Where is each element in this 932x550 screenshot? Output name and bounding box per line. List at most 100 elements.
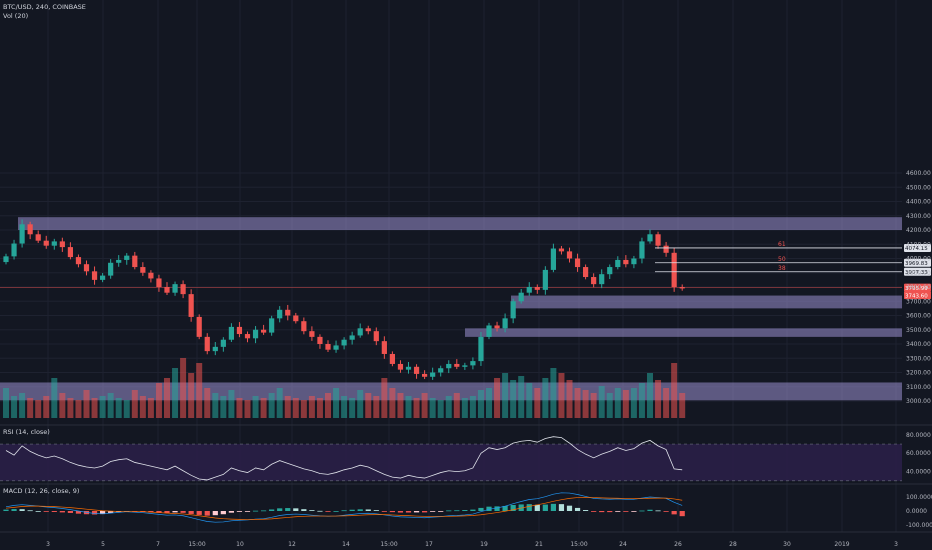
- volume-bar: [333, 388, 340, 418]
- volume-bar: [155, 383, 162, 418]
- macd-histogram-bar: [486, 506, 492, 511]
- axes: 4600.00 4500.00 4400.00 4300.00 4200.00 4100.…: [0, 170, 932, 548]
- y-tick-label: 3700.00: [906, 298, 931, 305]
- candle-body: [574, 258, 581, 268]
- candle-body: [494, 325, 500, 329]
- candle-body: [583, 267, 589, 278]
- x-tick-label: 3: [894, 541, 898, 548]
- macd-histogram-bar: [615, 511, 621, 512]
- macd-histogram-bar: [405, 511, 412, 513]
- candle-body: [510, 301, 516, 319]
- volume-bar: [91, 398, 98, 418]
- candle-body: [639, 241, 645, 259]
- volume-bar: [494, 378, 501, 418]
- x-tick-label: 30: [783, 541, 791, 548]
- volume-bar: [276, 388, 283, 418]
- candle-body: [59, 241, 65, 248]
- volume-bar: [164, 378, 170, 418]
- candle-body: [655, 234, 661, 246]
- volume-bar: [421, 393, 428, 418]
- macd-histogram-bar: [671, 511, 677, 515]
- volume-bar: [67, 398, 74, 418]
- candle-body: [389, 353, 395, 364]
- macd-line: [5, 492, 683, 523]
- volume-bar: [357, 390, 364, 418]
- macd-histogram-bar: [277, 508, 283, 511]
- x-tick-label: 3: [46, 541, 50, 548]
- volume-bar: [598, 386, 605, 418]
- candle-body: [108, 262, 114, 276]
- macd-histogram-bar: [413, 511, 420, 513]
- x-tick-label: 5: [101, 541, 105, 548]
- volume-bar: [405, 396, 412, 418]
- macd-histogram-bar: [446, 510, 452, 512]
- macd-histogram-bar: [301, 509, 307, 511]
- candles[interactable]: [3, 219, 685, 380]
- candle-body: [422, 373, 428, 377]
- x-tick-label: 7: [156, 541, 160, 548]
- macd-histogram-bar: [599, 511, 605, 513]
- macd-histogram-bar: [236, 511, 243, 512]
- volume-bar: [445, 396, 452, 418]
- macd-histogram-bar: [27, 510, 33, 512]
- candle-body: [534, 287, 540, 290]
- volume-bar: [437, 400, 444, 418]
- candle-body: [301, 321, 307, 332]
- x-tick-label: 15:00: [188, 541, 205, 548]
- macd-histogram-bar: [574, 507, 581, 511]
- volume-bar: [582, 390, 589, 418]
- macd-histogram-bar: [478, 507, 484, 511]
- candle-body: [35, 234, 41, 241]
- volume-bar: [139, 396, 146, 418]
- volume-bar: [188, 373, 195, 418]
- volume-bar: [284, 396, 291, 418]
- macd-histogram-bar: [309, 510, 315, 511]
- rsi-panel: [0, 436, 902, 482]
- volume-bar: [3, 388, 9, 418]
- macd-histogram-bar: [51, 511, 57, 512]
- macd-histogram-bar: [228, 511, 234, 513]
- candle-body: [591, 277, 597, 285]
- macd-histogram-bar: [43, 511, 49, 512]
- macd-histogram-bar: [357, 509, 363, 511]
- candle-body: [148, 272, 154, 279]
- candle-body: [132, 255, 138, 268]
- x-tick-label: 26: [674, 541, 682, 548]
- candle-body: [285, 309, 291, 316]
- candle-body: [309, 331, 315, 337]
- volume-bar: [51, 378, 58, 418]
- candle-body: [325, 344, 331, 350]
- volume-bar: [308, 396, 315, 418]
- volume-bar: [679, 393, 686, 418]
- macd-histogram-bar: [196, 511, 202, 515]
- candle-body: [317, 336, 323, 344]
- macd-histogram-bar: [164, 511, 170, 514]
- macd-histogram-bar: [11, 509, 17, 511]
- price-tag: [904, 258, 931, 267]
- volume-bar: [373, 396, 380, 418]
- volume-bar: [429, 398, 436, 418]
- volume-bar: [566, 380, 573, 418]
- candle-body: [156, 278, 162, 287]
- candle-body: [526, 287, 532, 293]
- candle-body: [542, 269, 548, 290]
- candle-body: [91, 271, 98, 280]
- volume-bar: [606, 393, 613, 418]
- volume-bar: [349, 398, 356, 418]
- macd-histogram-bar: [623, 511, 629, 512]
- volume-bar: [115, 398, 122, 418]
- price-tag: [904, 291, 931, 300]
- macd-histogram-bar: [325, 511, 331, 512]
- macd-histogram-bar: [542, 504, 548, 511]
- volume-bar: [622, 390, 629, 418]
- candle-body: [27, 224, 33, 235]
- volume-bar: [172, 368, 179, 418]
- rsi-title: RSI (14, close): [3, 428, 50, 436]
- volume-bar: [204, 388, 211, 418]
- candle-body: [381, 341, 387, 354]
- volume-bar: [300, 400, 307, 418]
- candle-body: [470, 361, 476, 366]
- macd-histogram-bar: [631, 511, 637, 512]
